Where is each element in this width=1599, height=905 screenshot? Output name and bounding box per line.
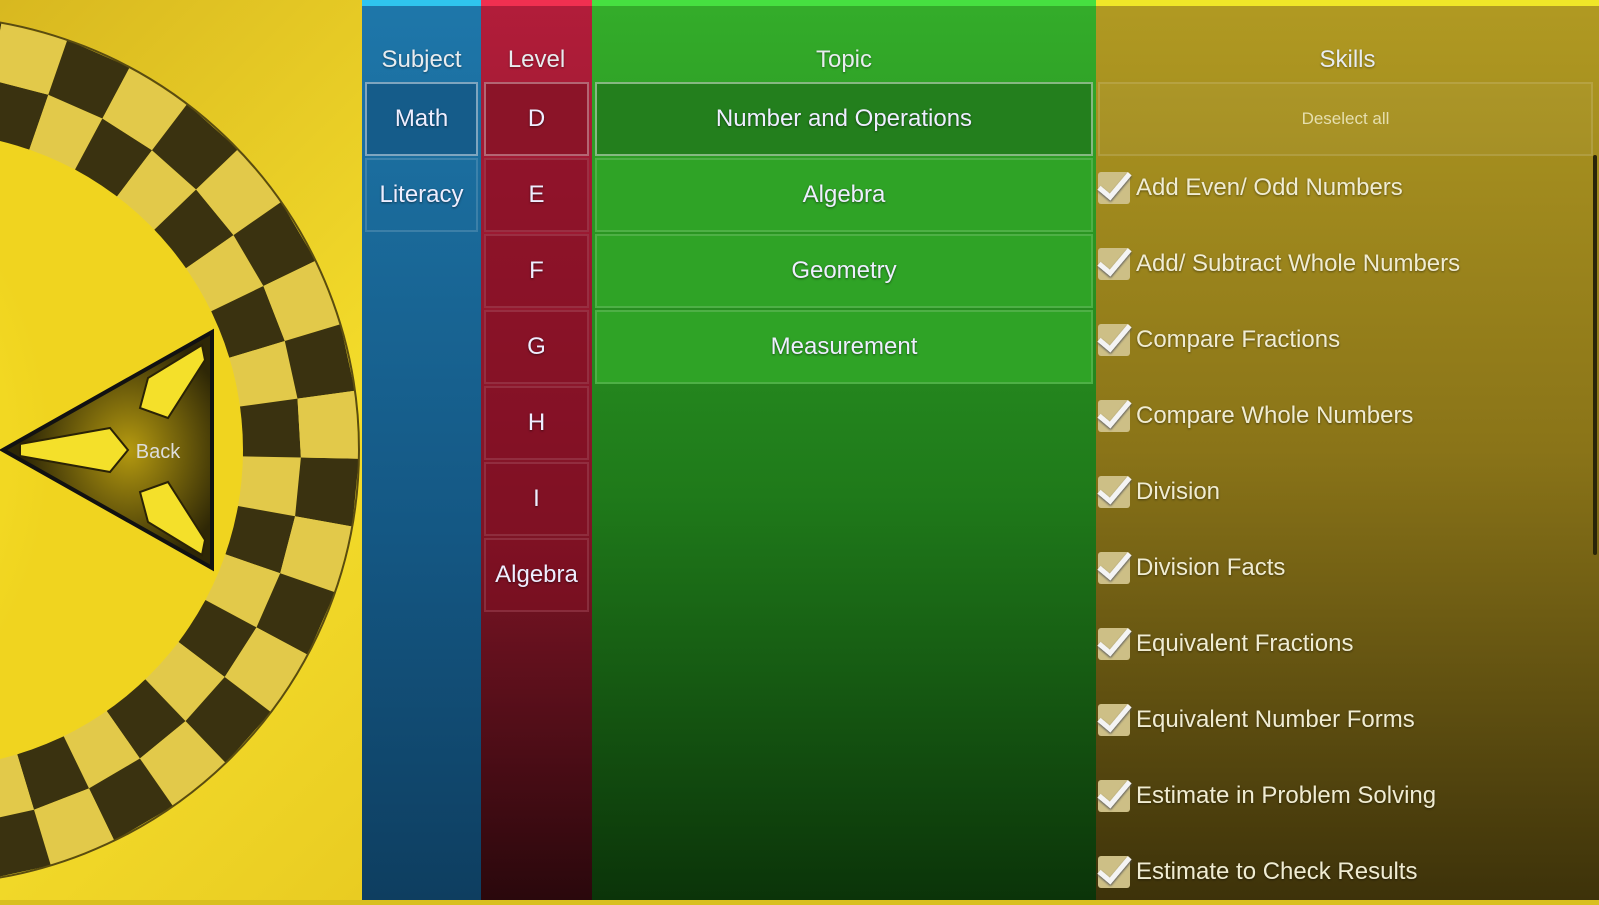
checkbox-checked-icon[interactable] bbox=[1098, 172, 1130, 204]
topic-item[interactable]: Algebra bbox=[595, 158, 1093, 232]
wheel-segment bbox=[224, 627, 308, 713]
wheel-segment bbox=[102, 67, 188, 151]
wheel-segment bbox=[0, 82, 49, 150]
skills-scrollbar[interactable] bbox=[1593, 155, 1597, 555]
topic-item[interactable]: Number and Operations bbox=[595, 82, 1093, 156]
topic-column: Topic Number and Operations Algebra Geomet… bbox=[592, 0, 1096, 900]
skill-checkbox-row[interactable]: Equivalent Number Forms bbox=[1098, 690, 1589, 750]
wheel-segment bbox=[29, 94, 103, 170]
level-accent-bar bbox=[481, 0, 592, 6]
wheel-segment bbox=[238, 456, 301, 517]
wheel-segment bbox=[0, 22, 2, 32]
topic-header: Topic bbox=[815, 46, 873, 73]
checkbox-checked-icon[interactable] bbox=[1098, 780, 1130, 812]
level-item[interactable]: F bbox=[484, 234, 589, 308]
checkbox-checked-icon[interactable] bbox=[1098, 476, 1130, 508]
skill-checkbox-row[interactable]: Estimate in Problem Solving bbox=[1098, 766, 1589, 826]
wheel-segment bbox=[178, 600, 257, 677]
checkbox-checked-icon[interactable] bbox=[1098, 856, 1130, 888]
skills-accent-bar bbox=[1096, 0, 1599, 6]
level-item[interactable]: E bbox=[484, 158, 589, 232]
skill-checkbox-row[interactable]: Equivalent Fractions bbox=[1098, 614, 1589, 674]
wheel-segment bbox=[0, 22, 68, 95]
level-item[interactable]: I bbox=[484, 462, 589, 536]
wheel-segment bbox=[225, 506, 296, 574]
wheel-segment bbox=[89, 758, 173, 841]
checkbox-checked-icon[interactable] bbox=[1098, 552, 1130, 584]
skills-column: Skills Deselect all Add Even/ Odd Number… bbox=[1096, 0, 1599, 900]
wheel-segment bbox=[63, 711, 140, 789]
wheel-segment bbox=[229, 341, 298, 407]
subject-accent-bar bbox=[362, 0, 481, 6]
wheel-segment bbox=[75, 118, 152, 197]
wheel-segment bbox=[0, 809, 51, 877]
skill-checkbox-row[interactable]: Add/ Subtract Whole Numbers bbox=[1098, 234, 1589, 294]
subject-column: Subject Math Literacy bbox=[362, 0, 481, 900]
level-header: Level bbox=[507, 46, 566, 73]
wheel-segment bbox=[196, 149, 282, 236]
wheel-segment bbox=[263, 260, 341, 341]
wheel-segment bbox=[154, 189, 234, 269]
wheel-segment bbox=[117, 150, 197, 230]
wheel-segment bbox=[0, 754, 34, 818]
skill-checkbox-row[interactable]: Compare Fractions bbox=[1098, 310, 1589, 370]
skill-label: Add Even/ Odd Numbers bbox=[1136, 174, 1403, 201]
wheel-segment bbox=[205, 554, 281, 628]
wheel-segment bbox=[34, 788, 115, 866]
skill-checkbox-row[interactable]: Division bbox=[1098, 462, 1589, 522]
deselect-all-button[interactable]: Deselect all bbox=[1098, 82, 1593, 156]
checkbox-checked-icon[interactable] bbox=[1098, 628, 1130, 660]
wheel-segment bbox=[17, 736, 90, 810]
level-column: Level D E F G H I Algebra bbox=[481, 0, 592, 900]
topic-accent-bar bbox=[592, 0, 1096, 6]
wheel-segment bbox=[256, 573, 335, 655]
spin-wheel: Back bbox=[0, 0, 362, 900]
wheel-segment bbox=[48, 40, 130, 119]
back-button[interactable]: Back bbox=[0, 328, 214, 572]
back-label: Back bbox=[136, 441, 181, 463]
wheel-segment bbox=[240, 398, 301, 458]
wheel-segment bbox=[152, 104, 238, 190]
checkered-wheel-graphic: Back bbox=[0, 21, 360, 879]
wheel-segment bbox=[186, 235, 264, 312]
wheel-segment bbox=[233, 202, 316, 286]
wheel-segment bbox=[185, 677, 271, 763]
subject-item[interactable]: Math bbox=[365, 82, 478, 156]
checkbox-checked-icon[interactable] bbox=[1098, 400, 1130, 432]
wheel-segment bbox=[280, 516, 353, 593]
topic-item[interactable]: Geometry bbox=[595, 234, 1093, 308]
skill-label: Division bbox=[1136, 478, 1221, 505]
checkbox-checked-icon[interactable] bbox=[1098, 248, 1130, 280]
wheel-segment bbox=[297, 390, 359, 459]
skill-checkbox-row[interactable]: Add Even/ Odd Numbers bbox=[1098, 158, 1589, 218]
skill-label: Estimate to Check Results bbox=[1136, 858, 1418, 885]
wheel-segment bbox=[284, 324, 355, 399]
skill-label: Compare Fractions bbox=[1136, 326, 1341, 353]
skill-label: Division Facts bbox=[1136, 554, 1286, 581]
level-item[interactable]: Algebra bbox=[484, 538, 589, 612]
wheel-segment bbox=[145, 642, 225, 722]
subject-item[interactable]: Literacy bbox=[365, 158, 478, 232]
skill-label: Equivalent Number Forms bbox=[1136, 706, 1415, 733]
skill-label: Compare Whole Numbers bbox=[1136, 402, 1414, 429]
skills-header: Skills bbox=[1319, 46, 1376, 73]
wheel-segment bbox=[211, 286, 285, 358]
wheel-segment bbox=[106, 679, 186, 759]
level-item[interactable]: G bbox=[484, 310, 589, 384]
skill-label: Estimate in Problem Solving bbox=[1136, 782, 1437, 809]
level-item[interactable]: D bbox=[484, 82, 589, 156]
checkbox-checked-icon[interactable] bbox=[1098, 324, 1130, 356]
checkbox-checked-icon[interactable] bbox=[1098, 704, 1130, 736]
wheel-segment bbox=[295, 457, 359, 527]
topic-item[interactable]: Measurement bbox=[595, 310, 1093, 384]
skill-label: Equivalent Fractions bbox=[1136, 630, 1354, 657]
subject-header: Subject bbox=[381, 46, 462, 73]
skill-checkbox-row[interactable]: Estimate to Check Results bbox=[1098, 842, 1589, 902]
skill-label: Add/ Subtract Whole Numbers bbox=[1136, 250, 1461, 277]
level-item[interactable]: H bbox=[484, 386, 589, 460]
skill-checkbox-row[interactable]: Compare Whole Numbers bbox=[1098, 386, 1589, 446]
skill-checkbox-row[interactable]: Division Facts bbox=[1098, 538, 1589, 598]
wheel-segment bbox=[139, 721, 226, 807]
